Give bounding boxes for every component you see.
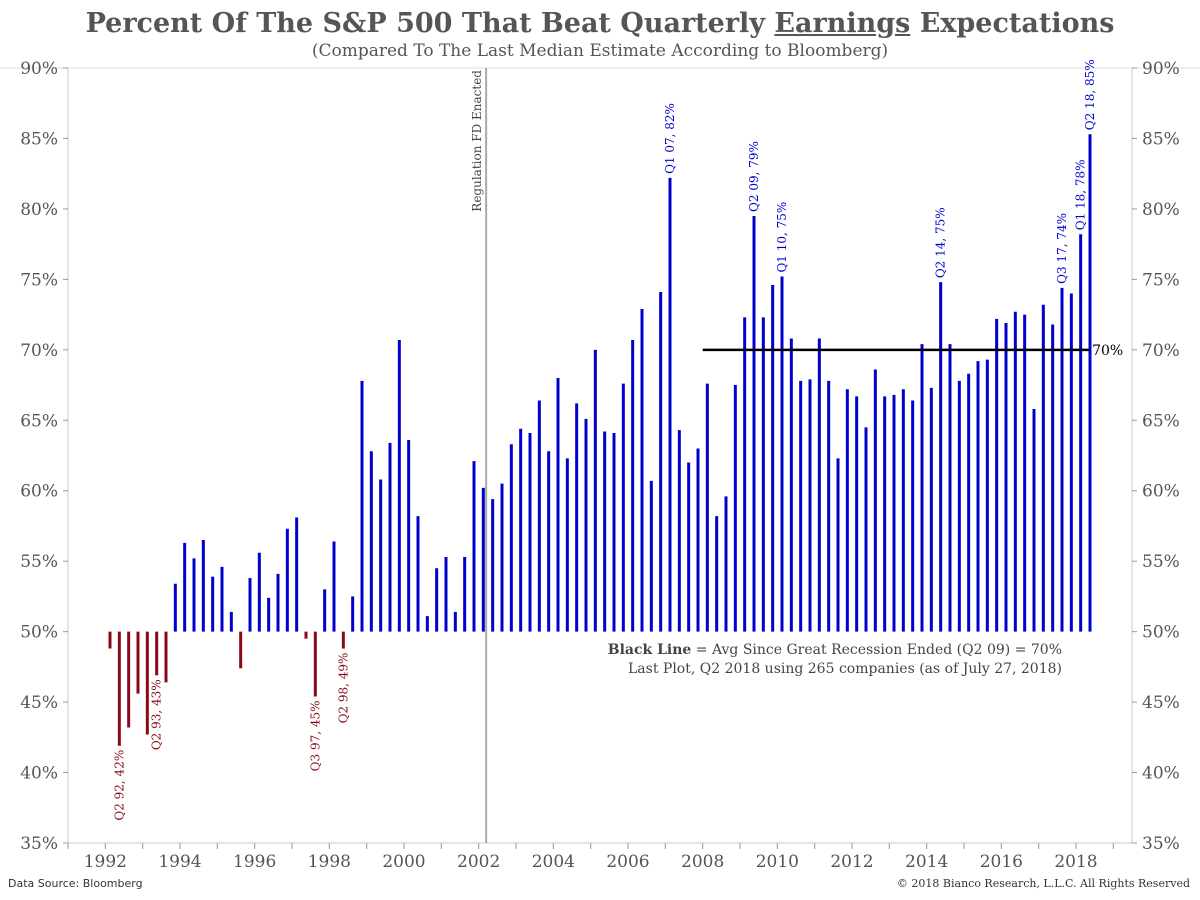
y-tick-label-left: 65% [20, 411, 58, 431]
bar-annotation: Q2 93, 43% [150, 679, 164, 750]
y-tick-label-left: 90% [20, 59, 58, 79]
bar-annotation: Q2 92, 42% [112, 750, 126, 821]
bar-annotation: Q2 09, 79% [747, 141, 761, 212]
bar-annotation: Q3 17, 74% [1055, 213, 1069, 284]
y-tick-label-right: 60% [1142, 482, 1180, 502]
x-tick-label: 1992 [84, 852, 127, 872]
bar-annotation: Q2 98, 49% [336, 653, 350, 724]
chart-title: Percent Of The S&P 500 That Beat Quarter… [85, 8, 1115, 39]
regulation-fd-label: Regulation FD Enacted [470, 70, 484, 212]
copyright: © 2018 Bianco Research, L.L.C. All Right… [896, 877, 1190, 890]
y-tick-label-right: 75% [1142, 270, 1180, 290]
x-tick-label: 2016 [980, 852, 1023, 872]
bar-annotation: Q1 10, 75% [775, 202, 789, 273]
y-tick-label-left: 60% [20, 482, 58, 502]
bar-annotation: Q2 14, 75% [934, 207, 948, 278]
bar-annotation: Q1 07, 82% [663, 103, 677, 174]
y-tick-label-left: 55% [20, 552, 58, 572]
y-tick-label-right: 90% [1142, 59, 1180, 79]
y-tick-label-right: 40% [1142, 764, 1180, 784]
y-tick-label-left: 50% [20, 623, 58, 643]
bar-annotation: Q3 97, 45% [308, 700, 322, 771]
y-tick-label-right: 65% [1142, 411, 1180, 431]
y-tick-label-left: 35% [20, 834, 58, 854]
x-tick-label: 2000 [382, 852, 425, 872]
x-tick-label: 2014 [905, 852, 948, 872]
note-last-plot: Last Plot, Q2 2018 using 265 companies (… [628, 661, 1062, 677]
bar-annotation: Q1 18, 78% [1074, 159, 1088, 230]
x-tick-label: 2008 [681, 852, 724, 872]
y-tick-label-right: 70% [1142, 341, 1180, 361]
y-tick-label-left: 70% [20, 341, 58, 361]
bar-annotation: Q2 18, 85% [1083, 59, 1097, 130]
axes: 35% 35% 40% 40% 45% 45% 50% 50% 55% 55% 60% 60% 65% 6… [0, 59, 1200, 872]
bars-group [108, 134, 1092, 746]
x-tick-label: 2004 [532, 852, 575, 872]
y-tick-label-right: 50% [1142, 623, 1180, 643]
data-source: Data Source: Bloomberg [8, 877, 143, 890]
y-tick-label-right: 35% [1142, 834, 1180, 854]
x-tick-label: 2006 [606, 852, 649, 872]
note-black-line: Black Line = Avg Since Great Recession E… [608, 642, 1062, 658]
x-tick-label: 2018 [1054, 852, 1097, 872]
y-tick-label-right: 80% [1142, 200, 1180, 220]
y-tick-label-left: 40% [20, 764, 58, 784]
y-tick-label-left: 80% [20, 200, 58, 220]
x-tick-label: 1994 [158, 852, 201, 872]
x-tick-label: 1998 [308, 852, 351, 872]
y-tick-label-right: 55% [1142, 552, 1180, 572]
x-tick-label: 2010 [756, 852, 799, 872]
x-tick-label: 2002 [457, 852, 500, 872]
y-tick-label-left: 85% [20, 129, 58, 149]
y-tick-label-right: 45% [1142, 693, 1180, 713]
x-tick-label: 2012 [830, 852, 873, 872]
x-tick-label: 1996 [233, 852, 276, 872]
y-tick-label-left: 75% [20, 270, 58, 290]
average-line-label: 70% [1092, 343, 1123, 359]
overlays: Regulation FD Enacted Q2 92, 42% Q2 93, 43… [112, 59, 1123, 843]
y-tick-label-right: 85% [1142, 129, 1180, 149]
chart-subtitle: (Compared To The Last Median Estimate Ac… [311, 41, 889, 61]
y-tick-label-left: 45% [20, 693, 58, 713]
